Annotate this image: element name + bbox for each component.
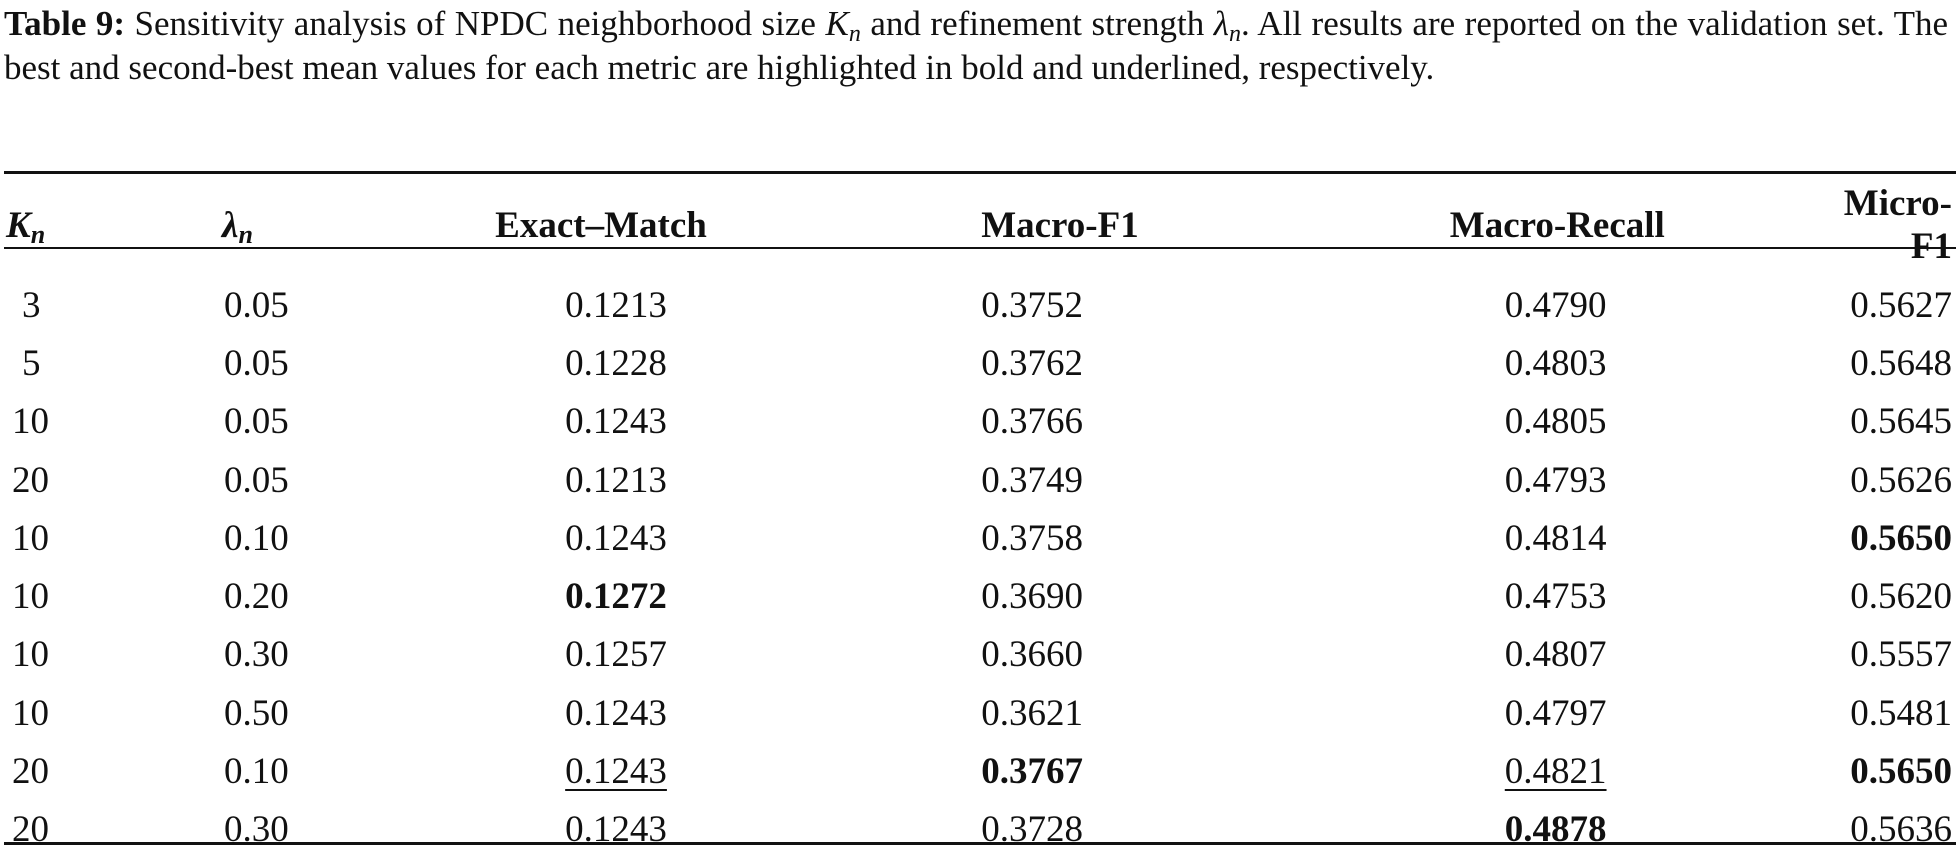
cell-micro-f1: 0.5648	[1850, 342, 1952, 384]
table-bottom-rule	[4, 842, 1956, 845]
cell-macro-recall: 0.4803	[1504, 342, 1607, 384]
table-row: 10 0.05 0.1243 0.3766 0.4805 0.5645	[4, 393, 1956, 451]
cell-exact-match: 0.1213	[565, 284, 667, 326]
table-row: 20 0.10 0.1243 0.3767 0.4821 0.5650	[4, 742, 1956, 800]
cell-micro-f1: 0.5620	[1850, 576, 1952, 618]
cell-lambda: 0.05	[224, 342, 289, 384]
cell-k: 10	[12, 517, 49, 559]
cell-k: 10	[12, 576, 49, 618]
table-row: 20 0.05 0.1213 0.3749 0.4793 0.5626	[4, 451, 1956, 509]
cell-exact-match-second: 0.1243	[565, 751, 667, 793]
header-macro-recall: Macro-Recall	[1449, 204, 1665, 246]
header-exact-match: Exact–Match	[495, 204, 707, 246]
cell-micro-f1: 0.5481	[1850, 692, 1952, 734]
cell-micro-f1: 0.5636	[1850, 809, 1952, 851]
cell-macro-recall-second: 0.4821	[1504, 751, 1607, 793]
table-header-rule	[4, 247, 1956, 249]
cell-exact-match: 0.1257	[565, 634, 667, 676]
cell-macro-f1: 0.3758	[981, 517, 1083, 559]
cell-macro-f1: 0.3728	[981, 809, 1083, 851]
header-k-n: Kn	[6, 204, 46, 249]
cell-exact-match: 0.1243	[565, 809, 667, 851]
cell-macro-recall-best: 0.4878	[1504, 809, 1607, 851]
cell-k: 10	[12, 634, 49, 676]
sensitivity-table: Kn λn Exact–Match Macro-F1 Macro-Recall …	[4, 182, 1956, 859]
table-row: 20 0.30 0.1243 0.3728 0.4878 0.5636	[4, 801, 1956, 859]
cell-lambda: 0.30	[224, 634, 289, 676]
table-header-row: Kn λn Exact–Match Macro-F1 Macro-Recall …	[4, 182, 1956, 268]
cell-macro-recall: 0.4790	[1504, 284, 1607, 326]
cell-micro-f1: 0.5626	[1850, 459, 1952, 501]
cell-macro-f1: 0.3752	[981, 284, 1083, 326]
cell-k: 20	[12, 809, 49, 851]
cell-macro-recall: 0.4807	[1504, 634, 1607, 676]
table-caption: Table 9: Sensitivity analysis of NPDC ne…	[4, 2, 1948, 90]
cell-lambda: 0.50	[224, 692, 289, 734]
cell-macro-recall: 0.4793	[1504, 459, 1607, 501]
cell-macro-recall: 0.4814	[1504, 517, 1607, 559]
cell-macro-f1: 0.3621	[981, 692, 1083, 734]
cell-micro-f1: 0.5627	[1850, 284, 1952, 326]
header-macro-f1: Macro-F1	[981, 204, 1139, 246]
cell-lambda: 0.30	[224, 809, 289, 851]
cell-macro-f1: 0.3690	[981, 576, 1083, 618]
cell-micro-f1: 0.5645	[1850, 401, 1952, 443]
cell-k: 10	[12, 692, 49, 734]
cell-lambda: 0.05	[224, 459, 289, 501]
cell-lambda: 0.10	[224, 751, 289, 793]
table-row: 10 0.10 0.1243 0.3758 0.4814 0.5650	[4, 509, 1956, 567]
caption-lambda-symbol: λn	[1213, 4, 1241, 47]
cell-exact-match-best: 0.1272	[565, 576, 667, 618]
cell-micro-f1-best: 0.5650	[1850, 517, 1952, 559]
table-row: 10 0.50 0.1243 0.3621 0.4797 0.5481	[4, 684, 1956, 742]
caption-k-symbol: Kn	[825, 4, 861, 47]
cell-exact-match: 0.1228	[565, 342, 667, 384]
table-row: 5 0.05 0.1228 0.3762 0.4803 0.5648	[4, 334, 1956, 392]
cell-exact-match: 0.1243	[565, 692, 667, 734]
caption-text-start: Sensitivity analysis of NPDC neighborhoo…	[134, 4, 816, 43]
cell-micro-f1: 0.5557	[1850, 634, 1952, 676]
cell-k: 5	[22, 342, 41, 384]
table-row: 10 0.30 0.1257 0.3660 0.4807 0.5557	[4, 626, 1956, 684]
table-row: 3 0.05 0.1213 0.3752 0.4790 0.5627	[4, 268, 1956, 334]
table-top-rule	[4, 171, 1956, 174]
cell-macro-recall: 0.4753	[1504, 576, 1607, 618]
header-lambda-n: λn	[222, 204, 253, 249]
cell-lambda: 0.10	[224, 517, 289, 559]
cell-macro-f1-best: 0.3767	[981, 751, 1083, 793]
cell-macro-recall: 0.4805	[1504, 401, 1607, 443]
cell-macro-f1: 0.3660	[981, 634, 1083, 676]
caption-text-middle: and refinement strength	[870, 4, 1205, 43]
cell-exact-match: 0.1213	[565, 459, 667, 501]
cell-macro-f1: 0.3749	[981, 459, 1083, 501]
cell-lambda: 0.20	[224, 576, 289, 618]
cell-exact-match: 0.1243	[565, 517, 667, 559]
cell-lambda: 0.05	[224, 401, 289, 443]
cell-k: 20	[12, 751, 49, 793]
cell-macro-f1: 0.3762	[981, 342, 1083, 384]
cell-exact-match: 0.1243	[565, 401, 667, 443]
cell-k: 10	[12, 401, 49, 443]
cell-k: 20	[12, 459, 49, 501]
caption-text-end: . All results are reported on the valida…	[4, 4, 1948, 87]
cell-macro-f1: 0.3766	[981, 401, 1083, 443]
cell-k: 3	[22, 284, 41, 326]
table-row: 10 0.20 0.1272 0.3690 0.4753 0.5620	[4, 567, 1956, 625]
cell-lambda: 0.05	[224, 284, 289, 326]
header-micro-f1: Micro-F1	[1843, 183, 1952, 267]
cell-macro-recall: 0.4797	[1504, 692, 1607, 734]
cell-micro-f1-best: 0.5650	[1850, 751, 1952, 793]
caption-label: Table 9:	[4, 4, 126, 43]
